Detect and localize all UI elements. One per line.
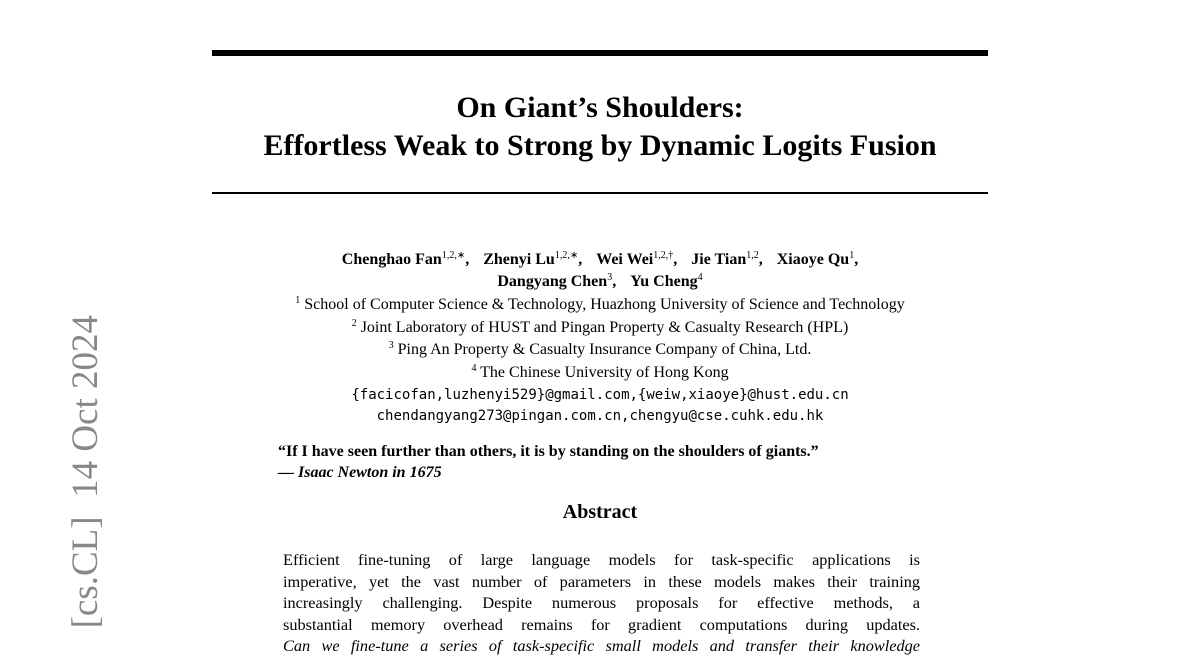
- affiliation-text: Joint Laboratory of HUST and Pingan Prop…: [360, 318, 849, 336]
- title-line: Effortless Weak to Strong by Dynamic Log…: [263, 129, 937, 162]
- affiliation-num: 1: [295, 295, 301, 306]
- author-line: Dangyang Chen3, Yu Cheng4: [212, 271, 988, 293]
- author-name: Xiaoye Qu: [776, 251, 850, 268]
- top-rule: [212, 50, 988, 56]
- author-sep: ,: [612, 273, 617, 290]
- affiliation-num: 4: [471, 362, 477, 374]
- author-sup: 1,2: [746, 250, 759, 261]
- quote-text: “If I have seen further than others, it …: [278, 443, 819, 460]
- author: Chenghao Fan1,2,∗,: [341, 250, 470, 269]
- affiliations: 1 School of Computer Science & Technolog…: [212, 294, 988, 384]
- emails: {facicofan,luzhenyi529}@gmail.com,{weiw,…: [212, 385, 988, 427]
- abstract-line: substantial memory overhead remains for …: [283, 614, 920, 634]
- title-rule: [212, 192, 988, 194]
- authors: Chenghao Fan1,2,∗, Zhenyi Lu1,2,∗, Wei Wei…: [212, 249, 988, 293]
- author: Xiaoye Qu1,: [776, 250, 859, 269]
- abstract-line: Efficient fine-tuning of large language …: [283, 550, 920, 569]
- author-sup: 1,2,∗: [441, 250, 466, 261]
- author-sup: 1,2,∗: [554, 250, 579, 261]
- email-line: chendangyang273@pingan.com.cn,chengyu@cs…: [376, 408, 824, 424]
- author-name: Zhenyi Lu: [483, 251, 555, 268]
- arxiv-stamp: [cs.CL] 14 Oct 2024: [65, 315, 106, 629]
- author: Zhenyi Lu1,2,∗,: [483, 250, 583, 269]
- affiliation: 4 The Chinese University of Hong Kong: [212, 362, 988, 385]
- author: Dangyang Chen3,: [497, 272, 617, 291]
- author-sup: 1,2,†: [653, 250, 674, 261]
- affiliation-num: 2: [351, 317, 357, 329]
- author-sep: ,: [578, 251, 583, 268]
- email-line: {facicofan,luzhenyi529}@gmail.com,{weiw,…: [351, 387, 849, 403]
- author-name: Jie Tian: [691, 251, 747, 268]
- affiliation-text: Ping An Property & Casualty Insurance Co…: [397, 341, 812, 358]
- quote: “If I have seen further than others, it …: [278, 441, 819, 483]
- author: Yu Cheng4: [630, 272, 703, 291]
- affiliation: 3 Ping An Property & Casualty Insurance …: [212, 339, 988, 362]
- affiliation: 2 Joint Laboratory of HUST and Pingan Pr…: [212, 317, 988, 340]
- author-line: Chenghao Fan1,2,∗, Zhenyi Lu1,2,∗, Wei Wei…: [212, 249, 988, 271]
- author-sup: 1: [849, 250, 855, 261]
- abstract-body: Efficient fine-tuning of large language …: [283, 549, 920, 657]
- affiliation-num: 3: [388, 340, 394, 351]
- abstract-line: Can we fine-tune a series of task-specif…: [283, 636, 920, 655]
- affiliation-text: The Chinese University of Hong Kong: [480, 363, 729, 381]
- author-name: Chenghao Fan: [341, 251, 442, 268]
- affiliation-text: School of Computer Science & Technology,…: [304, 296, 905, 313]
- author-sep: ,: [673, 251, 678, 268]
- title: On Giant’s Shoulders: Effortless Weak to…: [212, 89, 988, 165]
- author-sep: ,: [758, 251, 763, 268]
- author-sup: 4: [697, 272, 703, 283]
- affiliation: 1 School of Computer Science & Technolog…: [212, 294, 988, 317]
- author-sep: ,: [854, 251, 859, 268]
- author-name: Wei Wei: [596, 251, 654, 268]
- abstract-heading: Abstract: [562, 501, 638, 523]
- author: Jie Tian1,2,: [691, 250, 763, 269]
- author-sup: 3: [607, 272, 613, 283]
- author-name: Yu Cheng: [630, 273, 698, 290]
- title-line: On Giant’s Shoulders:: [456, 91, 744, 124]
- abstract-line: imperative, yet the vast number of param…: [283, 571, 920, 591]
- author-sep: ,: [465, 251, 470, 268]
- author-name: Dangyang Chen: [497, 273, 608, 290]
- abstract-line: increasingly challenging. Despite numero…: [283, 593, 920, 612]
- author: Wei Wei1,2,†,: [596, 250, 678, 269]
- quote-attribution: — Isaac Newton in 1675: [278, 464, 442, 481]
